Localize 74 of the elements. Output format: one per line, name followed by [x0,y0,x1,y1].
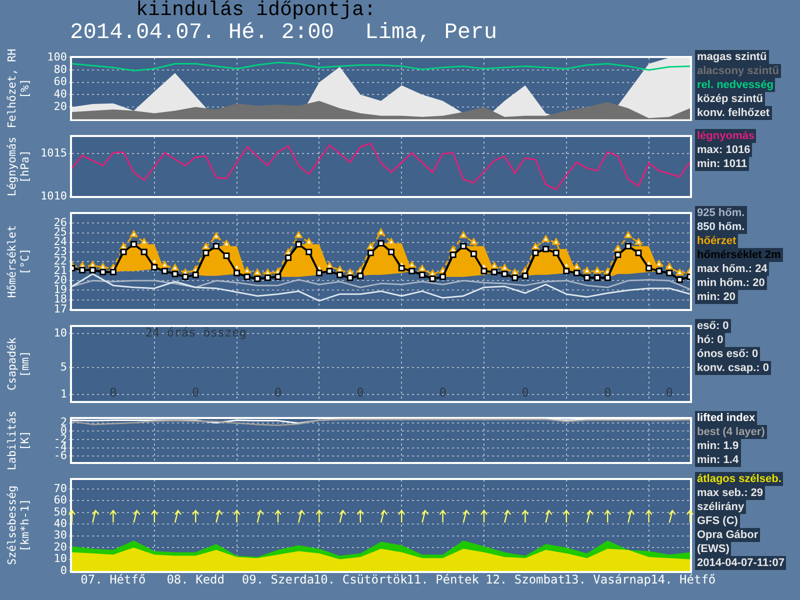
x-tick-label: 14. Hétfő [650,572,716,586]
y-tick-label: 60 [54,75,67,88]
y-tick-label: 30 [54,528,67,542]
text: hőérzet [695,234,738,248]
y-tick-label: 10 [54,552,67,566]
x-tick-label: 07. Hétfő [80,572,146,586]
y-tick-label: 20 [54,540,67,554]
text: max: 1016 [695,143,752,157]
x-tick-label: 12. Szombat [485,572,565,586]
text: (EWS) [695,542,732,556]
series-label: magas szintű [695,50,769,64]
series-label: lifted index [695,411,758,425]
series-label: best (4 layer) [695,425,767,439]
data-label: 0 [522,386,529,400]
text: alacsony szintű [695,64,781,78]
y-tick-label: 40 [54,516,67,530]
data-label: 0 [356,386,364,400]
data-label: 0 [439,386,446,400]
y-tick-label: 40 [54,88,67,101]
text: szélirány [695,500,746,514]
text: Opra Gábor [695,528,760,542]
y-tick-label: 60 [54,494,67,507]
text: konv. csap.: 0 [695,361,771,375]
text: ónos eső: 0 [695,347,760,361]
series-label: légnyomás [695,129,756,143]
y-tick-label: 0 [60,564,67,577]
text: Lima, Peru [365,20,498,46]
y-tick-label: 50 [54,505,67,518]
y-tick-label: 10 [54,326,67,340]
text: közép szintű [695,92,766,106]
y-axis-title: Felhőzet, RH [%] [5,48,32,128]
y-tick-label: 1 [60,387,67,400]
x-tick-label: 13. Vasárnap [564,572,651,586]
y-axis-title: Hőmérséklet [°C] [5,225,32,298]
legend-label: 24 órás összeg [145,326,246,340]
data-label: 0 [666,386,674,400]
y-axis-title: Csapadék [mm] [5,337,32,390]
y-tick-label: 100 [47,50,67,64]
text: 2014-04-07-11:07 [695,556,786,570]
data-label: 0 [274,386,282,400]
y-tick-label: 20 [54,100,67,113]
text: eső: 0 [695,319,731,333]
text: max seb.: 29 [695,486,766,500]
chart-title: kiindulás időpontja: [136,0,376,22]
text: 925 hőm. [695,206,747,220]
text: konv. felhőzet [695,106,772,120]
text: min: 20 [695,290,738,304]
series-label: hőmérséklet 2m [695,248,783,262]
y-axis-title: Szélsebesség [km*h-1] [5,486,32,566]
y-axis-title: Légnyomás [hPa] [5,136,32,196]
x-tick-label: 09. Szerda [242,572,314,586]
text: átlagos szélseb. [695,472,784,486]
y-tick-label: 1010 [40,189,67,202]
text: 850 hőm. [695,220,747,234]
text: GFS (C) [695,514,740,528]
series-label: rel. nedvesség [695,78,776,92]
text: min: 1.9 [695,439,741,453]
data-label: 0 [604,386,612,400]
y-tick-label: 70 [54,482,67,495]
x-tick-label: 11. Péntek [406,572,480,586]
text: min: 1.4 [695,453,741,467]
text: min hőm.: 20 [695,276,767,290]
y-tick-label: 80 [54,62,67,76]
y-tick-label: 5 [60,360,67,374]
text: max hőm.: 24 [695,262,770,276]
text: min: 1011 [695,157,750,171]
x-tick-label: 10. Csütörtök [313,572,408,586]
y-axis-title: Labilitás [K] [5,410,32,470]
data-label: 0 [110,386,117,400]
data-label: 0 [192,386,200,400]
x-tick-label: 08. Kedd [166,572,224,586]
y-tick-label: 1015 [40,146,67,160]
text: hó: 0 [695,333,726,347]
chart-subtitle: 2014.04.07. Hé. 2:00 [70,20,334,46]
